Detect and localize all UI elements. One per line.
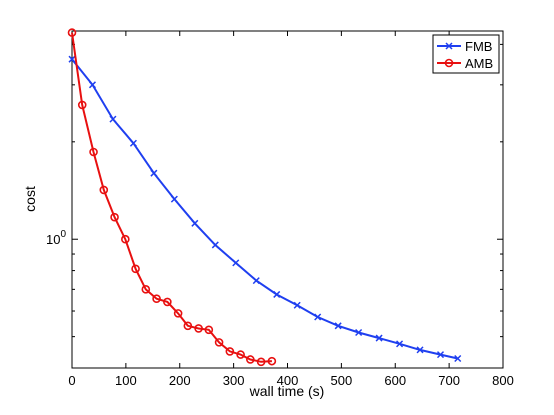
series-amb-point [77, 100, 87, 110]
series-amb-point [141, 285, 151, 294]
x-tick-label: 0 [68, 373, 75, 388]
series-amb-point [183, 321, 193, 331]
legend: FMB AMB [432, 34, 500, 74]
series-fmb-point [314, 313, 322, 321]
series-fmb-point [355, 328, 363, 337]
series-amb-point [152, 294, 161, 303]
series-fmb-point [396, 340, 404, 348]
series-fmb-point [334, 322, 342, 330]
series-amb-point [99, 185, 109, 195]
x-axis-ticks: 0 100 200 300 400 500 600 700 800 [68, 31, 514, 388]
legend-label-fmb: FMB [465, 39, 492, 54]
series-amb-point [194, 324, 203, 333]
series-fmb-point [211, 241, 219, 249]
series-fmb-point [375, 334, 383, 342]
series-fmb-point [191, 219, 199, 227]
legend-box [432, 34, 500, 74]
series-amb-point [67, 28, 77, 37]
series-fmb-point [150, 169, 158, 177]
series-amb-point [131, 264, 140, 274]
series-amb-line [71, 32, 272, 363]
series-fmb-point [129, 139, 137, 147]
series-fmb-point [109, 115, 117, 123]
series-fmb-line [71, 58, 458, 360]
x-tick-label: 700 [438, 373, 460, 388]
series-fmb-point [88, 81, 97, 89]
x-tick-label: 100 [115, 373, 137, 388]
x-tick-label: 600 [384, 373, 406, 388]
y-tick-label: 100 [46, 229, 66, 247]
series-fmb-point [436, 351, 445, 359]
series-fmb-point [454, 354, 462, 363]
series-fmb-point [252, 277, 260, 285]
series-amb-point [256, 357, 266, 367]
legend-marker-amb [444, 58, 454, 68]
x-tick-label: 200 [169, 373, 191, 388]
series-amb-point [246, 355, 255, 364]
series-fmb-point [293, 301, 301, 309]
x-tick-label: 800 [492, 373, 514, 388]
legend-marker-fmb [445, 42, 453, 50]
series-amb-point [173, 309, 183, 318]
series-fmb-point [416, 346, 424, 354]
series-amb-point [163, 297, 172, 307]
plot-area [71, 30, 504, 369]
legend-label-amb: AMB [465, 56, 493, 71]
series-fmb [68, 55, 462, 363]
series-amb-point [214, 338, 224, 347]
y-axis-ticks: 100 [46, 43, 503, 369]
x-axis-label: wall time (s) [249, 383, 325, 399]
x-tick-label: 400 [277, 373, 299, 388]
series-amb-point [267, 356, 277, 366]
y-axis-label: cost [22, 186, 38, 212]
series-amb-point [121, 234, 130, 244]
x-tick-label: 300 [223, 373, 245, 388]
series-amb-point [204, 325, 214, 335]
series-amb-point [225, 347, 235, 356]
series-fmb-point [232, 259, 240, 267]
series-amb-point [110, 212, 119, 222]
legend-entry-amb: AMB [437, 56, 493, 71]
series-fmb-point [68, 55, 76, 63]
x-tick-label: 500 [331, 373, 353, 388]
series-group [67, 28, 462, 367]
legend-entry-fmb: FMB [437, 39, 492, 54]
series-fmb-point [170, 195, 178, 203]
series-amb [67, 28, 277, 367]
series-amb-point [236, 350, 245, 359]
series-fmb-point [273, 290, 281, 298]
series-amb-point [89, 147, 98, 157]
